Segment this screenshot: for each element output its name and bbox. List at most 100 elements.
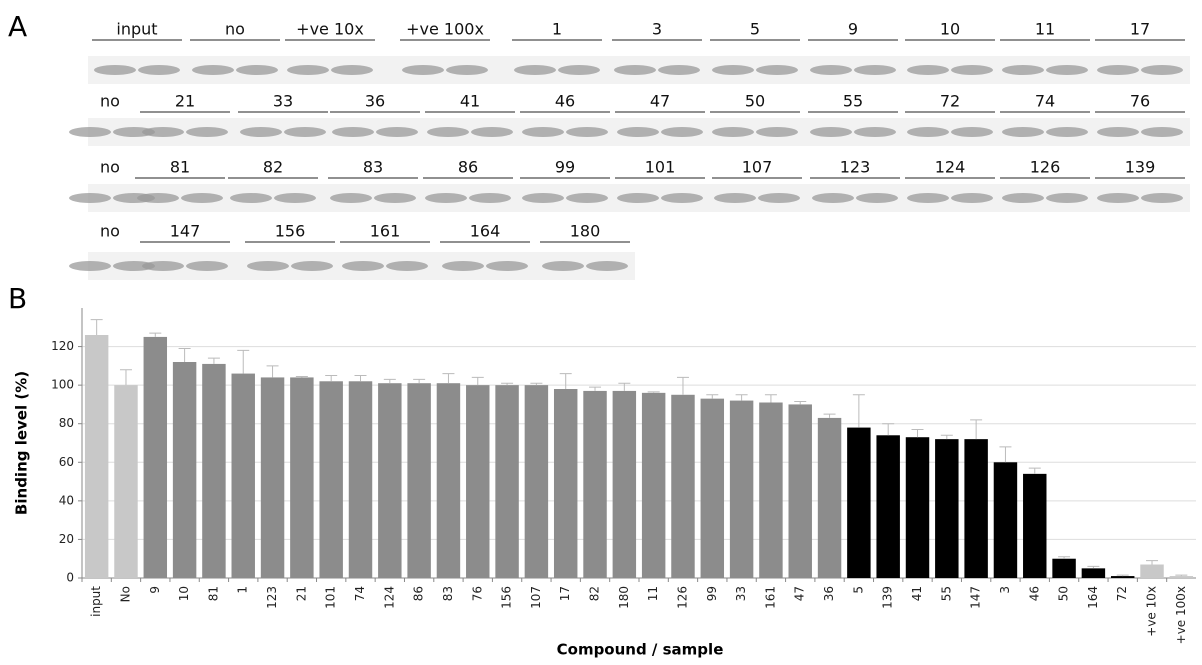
lane-label: 81 [170, 158, 190, 177]
gel-band [542, 261, 584, 271]
error-bar [853, 395, 865, 428]
error-bar [618, 383, 630, 391]
bar [1111, 576, 1134, 578]
gel-band [469, 193, 511, 203]
error-bar [736, 395, 748, 401]
gel-band [230, 193, 272, 203]
gel-band [186, 261, 228, 271]
error-bar [970, 420, 982, 439]
lane-label: 46 [555, 92, 575, 111]
error-bar [179, 349, 191, 363]
gel-band [714, 193, 756, 203]
gel-band [240, 127, 282, 137]
gel-band [951, 65, 993, 75]
lane-label: 76 [1130, 92, 1150, 111]
lane-label: 33 [273, 92, 293, 111]
gel-band [486, 261, 528, 271]
lane-label: no [225, 20, 245, 39]
bar [818, 418, 841, 578]
bar [202, 364, 225, 578]
gel-band [951, 193, 993, 203]
bar [319, 381, 342, 578]
lane-label: 86 [458, 158, 478, 177]
gel-band [247, 261, 289, 271]
gel-band [425, 193, 467, 203]
bar [730, 401, 753, 578]
y-tick-label: 20 [59, 532, 74, 546]
lane-label: 72 [940, 92, 960, 111]
x-tick-label: 3 [998, 586, 1012, 594]
gel-band [427, 127, 469, 137]
panel-label: A [8, 10, 27, 43]
gel-band [471, 127, 513, 137]
error-bar [237, 350, 249, 373]
lane-label: 41 [460, 92, 480, 111]
lane-label: 50 [745, 92, 765, 111]
gel-band [566, 193, 608, 203]
error-bar [912, 430, 924, 438]
bar [876, 435, 899, 578]
bar [173, 362, 196, 578]
gel-band [854, 65, 896, 75]
gel-band [907, 65, 949, 75]
bar [232, 374, 255, 578]
bar [1082, 568, 1105, 578]
error-bar [941, 435, 953, 439]
gel-band [558, 65, 600, 75]
error-bar [1117, 575, 1129, 576]
gel-band [522, 127, 564, 137]
gel-band [274, 193, 316, 203]
bar [261, 377, 284, 578]
gel-band [812, 193, 854, 203]
bar [437, 383, 460, 578]
gel-band [94, 65, 136, 75]
gel-band [1097, 65, 1139, 75]
gel-band [951, 127, 993, 137]
gel-band [810, 65, 852, 75]
lane-label: no [100, 158, 120, 177]
gel-band [658, 65, 700, 75]
gel-band [617, 193, 659, 203]
bar [1170, 576, 1193, 578]
error-bar [296, 376, 308, 377]
gel-band [810, 127, 852, 137]
x-tick-label: input [89, 586, 103, 617]
x-tick-label: 21 [294, 586, 308, 601]
gel-band [1097, 127, 1139, 137]
bar [642, 393, 665, 578]
gel-band [1046, 193, 1088, 203]
gel-band [342, 261, 384, 271]
gel-band [514, 65, 556, 75]
y-tick-label: 120 [51, 339, 74, 353]
x-tick-label: 33 [734, 586, 748, 601]
x-tick-label: 17 [558, 586, 572, 601]
lane-label: 11 [1035, 20, 1055, 39]
error-bar [794, 402, 806, 405]
bar [466, 385, 489, 578]
lane-label: 10 [940, 20, 960, 39]
lane-label: 156 [275, 222, 306, 241]
bar [613, 391, 636, 578]
error-bar [824, 414, 836, 418]
y-tick-label: 40 [59, 493, 74, 507]
gel-band [566, 127, 608, 137]
gel-band [856, 193, 898, 203]
bar [407, 383, 430, 578]
gel-band [854, 127, 896, 137]
gel-band [758, 193, 800, 203]
x-tick-label: 36 [822, 586, 836, 601]
bar [1052, 559, 1075, 578]
bar [525, 385, 548, 578]
error-bar [442, 374, 454, 384]
bar [144, 337, 167, 578]
gel-band [1141, 127, 1183, 137]
bar [964, 439, 987, 578]
gel-band [137, 193, 179, 203]
gel-band [386, 261, 428, 271]
x-tick-label: 82 [588, 586, 602, 601]
lane-label: 147 [170, 222, 201, 241]
x-tick-label: 74 [353, 586, 367, 601]
lane-label: +ve 100x [406, 20, 484, 39]
gel-band [1097, 193, 1139, 203]
lane-label: 36 [365, 92, 385, 111]
